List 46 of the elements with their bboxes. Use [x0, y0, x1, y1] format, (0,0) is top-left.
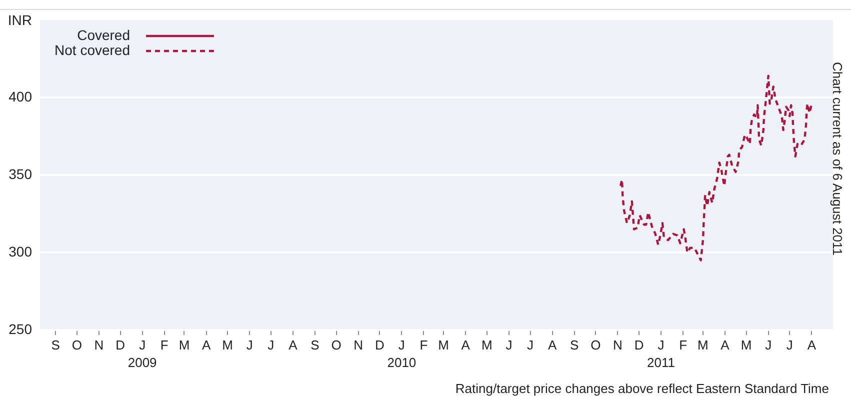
x-tick-label: M: [222, 337, 234, 352]
x-tick-label: D: [374, 337, 384, 352]
x-tick-label: A: [807, 337, 816, 352]
x-tick-label: S: [570, 337, 580, 352]
x-tick-label: S: [51, 337, 60, 352]
x-tick-label: O: [72, 337, 82, 352]
x-tick-label: F: [160, 337, 168, 352]
x-tick-label: M: [178, 337, 190, 352]
text: Rating/target price changes above reflect Eastern Standard Time: [455, 381, 829, 396]
x-tick-label: A: [461, 337, 470, 352]
x-tick-label: J: [786, 337, 793, 352]
x-tick-label: N: [354, 337, 364, 352]
x-tick-label: J: [765, 337, 772, 352]
line-series: [619, 74, 813, 262]
x-tick-label: M: [482, 337, 492, 352]
x-tick-label: D: [116, 337, 125, 352]
legend-label: Not covered: [54, 42, 130, 58]
x-tick-label: A: [548, 337, 557, 352]
x-tick-label: O: [331, 337, 342, 352]
x-tick-label: D: [634, 337, 644, 352]
x-tick-label: N: [613, 337, 622, 352]
x-tick-label: M: [740, 337, 752, 352]
x-tick-label: J 2009: [128, 337, 157, 370]
x-tick-label: S: [310, 337, 320, 352]
y-tick-label: 300: [8, 243, 32, 260]
x-tick-label: J: [246, 337, 253, 352]
x-tick-label: J: [506, 337, 512, 352]
x-tick-label: N: [94, 337, 104, 352]
y-tick-label: 400: [8, 88, 32, 104]
y-tick-label: 250: [8, 320, 32, 337]
x-tick-label: F: [679, 337, 688, 352]
x-tick-label: J: [268, 337, 274, 352]
x-tick-label: A: [202, 337, 211, 352]
x-tick-label: O: [590, 337, 601, 352]
x-tick-label: J: [527, 337, 534, 352]
x-tick-label: F: [420, 337, 428, 352]
annotation: Chart current as of 6 August 2011: [830, 62, 845, 256]
x-tick-label: A: [720, 337, 730, 352]
x-tick-label: A: [288, 337, 298, 352]
y-axis-title: INR: [8, 12, 32, 28]
y-tick-label: 350: [8, 166, 32, 182]
x-tick-label: J 2011: [647, 337, 676, 370]
x-tick-label: M: [438, 337, 450, 352]
x-tick-label: M: [698, 337, 708, 352]
x-tick-label: J 2010: [387, 337, 416, 370]
legend-label: Covered: [77, 26, 130, 43]
